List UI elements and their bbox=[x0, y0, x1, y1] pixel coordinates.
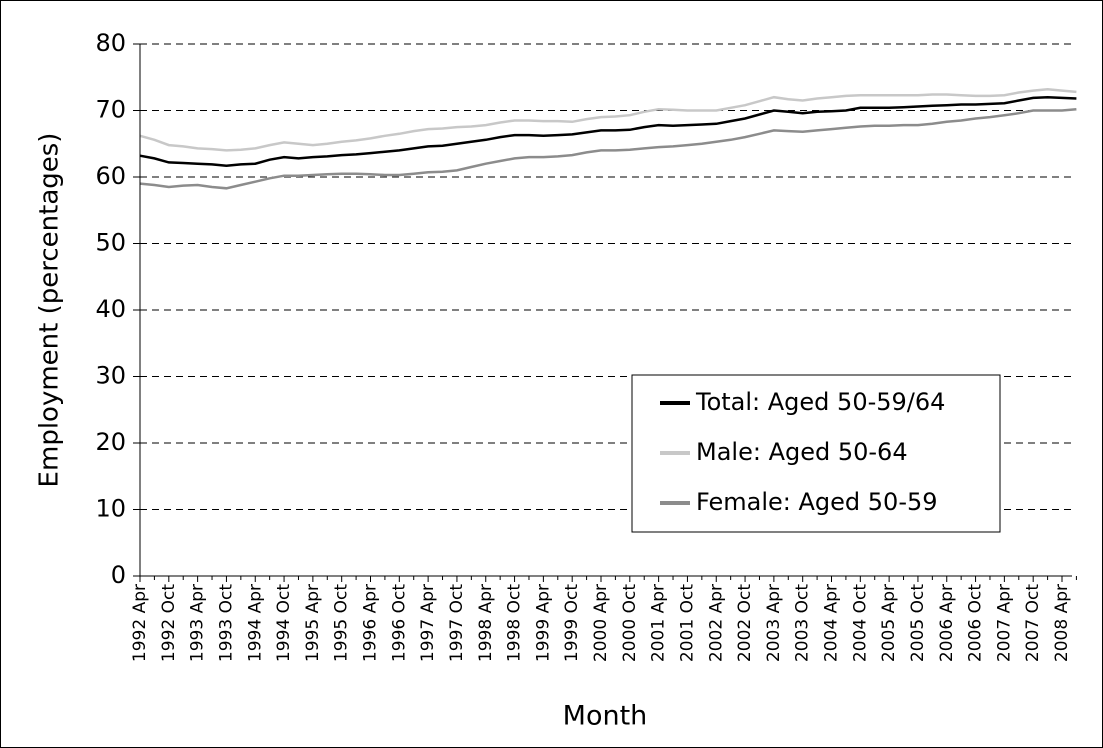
x-tick-label: 2007 Apr bbox=[994, 584, 1014, 662]
series-line bbox=[139, 87, 1077, 152]
x-tick-label: 1998 Apr bbox=[476, 584, 496, 662]
x-axis-title: Month bbox=[563, 701, 648, 732]
x-tick-label: 2005 Apr bbox=[879, 584, 899, 662]
x-tick-label: 1992 Oct bbox=[159, 584, 179, 662]
x-tick-label: 2001 Apr bbox=[649, 584, 669, 662]
legend-label: Female: Aged 50-59 bbox=[696, 488, 938, 516]
y-axis-title: Employment (percentages) bbox=[35, 133, 65, 488]
x-tick-label: 2002 Oct bbox=[735, 584, 755, 662]
x-tick-label: 2000 Oct bbox=[620, 584, 640, 662]
x-tick-label: 2000 Apr bbox=[591, 584, 611, 662]
x-tick-label: 1994 Apr bbox=[245, 584, 265, 662]
x-tick-label: 1996 Oct bbox=[389, 584, 409, 662]
x-tick-label: 1995 Oct bbox=[332, 584, 352, 662]
x-tick-label: 2001 Oct bbox=[677, 584, 697, 662]
y-tick-label: 50 bbox=[95, 229, 126, 257]
legend-label: Male: Aged 50-64 bbox=[696, 438, 908, 466]
x-tick-label: 2008 Apr bbox=[1052, 584, 1072, 662]
y-tick-label: 30 bbox=[95, 362, 126, 390]
x-tick-label: 1998 Oct bbox=[505, 584, 525, 662]
y-tick-label: 20 bbox=[95, 428, 126, 456]
x-tick-label: 2003 Apr bbox=[764, 584, 784, 662]
x-tick-label: 1993 Oct bbox=[216, 584, 236, 662]
x-tick-label: 2005 Oct bbox=[908, 584, 928, 662]
series-line bbox=[139, 95, 1077, 167]
y-tick-label: 80 bbox=[95, 29, 126, 57]
x-tick-label: 1996 Apr bbox=[361, 584, 381, 662]
y-tick-label: 70 bbox=[95, 96, 126, 124]
x-tick-label: 1997 Oct bbox=[447, 584, 467, 662]
y-tick-label: 10 bbox=[95, 495, 126, 523]
x-tick-label: 2006 Apr bbox=[937, 584, 957, 662]
x-tick-label: 2007 Oct bbox=[1023, 584, 1043, 662]
x-tick-label: 1999 Apr bbox=[533, 584, 553, 662]
legend-box bbox=[631, 374, 1001, 533]
x-tick-label: 2002 Apr bbox=[706, 584, 726, 662]
x-tick-label: 2006 Oct bbox=[966, 584, 986, 662]
x-tick-label: 1999 Oct bbox=[562, 584, 582, 662]
x-tick-label: 1994 Oct bbox=[274, 584, 294, 662]
x-tick-label: 1997 Apr bbox=[418, 584, 438, 662]
x-tick-label: 2003 Oct bbox=[793, 584, 813, 662]
x-tick-label: 1995 Apr bbox=[303, 584, 323, 662]
legend-label: Total: Aged 50-59/64 bbox=[695, 388, 945, 416]
x-tick-label: 2004 Oct bbox=[850, 584, 870, 662]
x-tick-label: 1992 Apr bbox=[130, 584, 150, 662]
y-tick-label: 60 bbox=[95, 162, 126, 190]
y-tick-label: 0 bbox=[111, 561, 126, 589]
y-tick-label: 40 bbox=[95, 295, 126, 323]
x-tick-label: 1993 Apr bbox=[188, 584, 208, 662]
series-line bbox=[139, 107, 1077, 190]
x-tick-label: 2004 Apr bbox=[822, 584, 842, 662]
